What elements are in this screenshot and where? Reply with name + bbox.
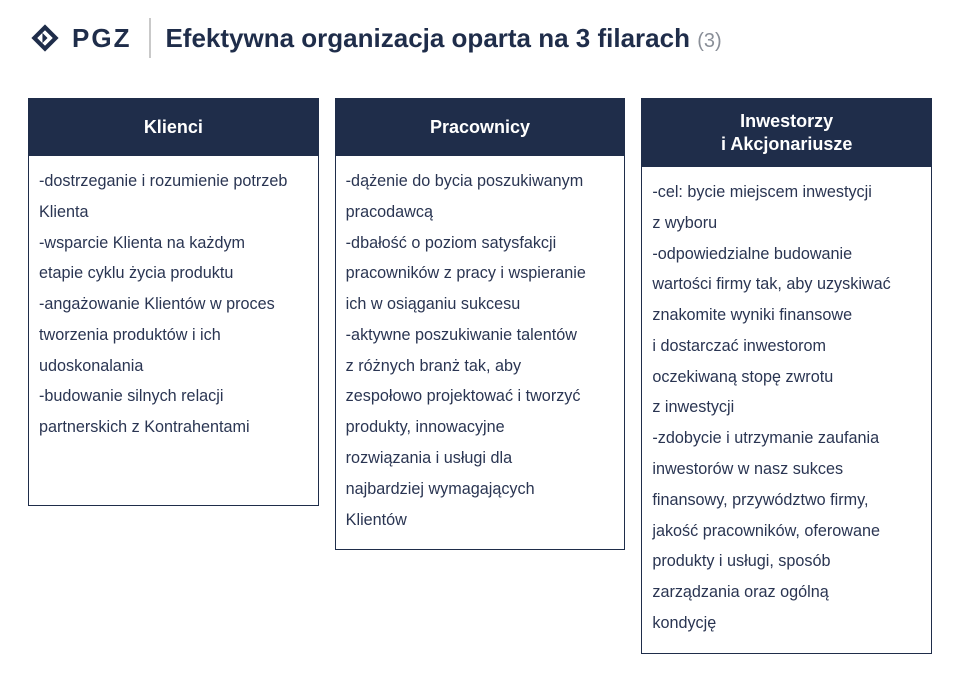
body-line: -wsparcie Klienta na każdym bbox=[39, 228, 308, 259]
body-line: kondycję bbox=[652, 608, 921, 639]
body-line: -dążenie do bycia poszukiwanym bbox=[346, 166, 615, 197]
body-line: produkty, innowacyjne bbox=[346, 412, 615, 443]
body-line: Klientów bbox=[346, 505, 615, 536]
body-line: pracowników z pracy i wspieranie bbox=[346, 258, 615, 289]
body-line: znakomite wyniki finansowe bbox=[652, 300, 921, 331]
column-body: -dostrzeganie i rozumienie potrzeb Klien… bbox=[28, 156, 319, 506]
column-heading-text: Klienci bbox=[144, 116, 203, 139]
body-line: -budowanie silnych relacji bbox=[39, 381, 308, 412]
column-heading: Inwestorzy i Akcjonariusze bbox=[641, 98, 932, 167]
page-title: Efektywna organizacja oparta na 3 filara… bbox=[165, 23, 721, 54]
brand-logo: PGZ bbox=[28, 21, 143, 55]
brand-mark-icon bbox=[28, 21, 62, 55]
body-line: rozwiązania i usługi dla bbox=[346, 443, 615, 474]
body-line: -odpowiedzialne budowanie bbox=[652, 239, 921, 270]
body-line: inwestorów w nasz sukces bbox=[652, 454, 921, 485]
body-line: zespołowo projektować i tworzyć bbox=[346, 381, 615, 412]
page-title-suffix: (3) bbox=[697, 30, 721, 52]
body-line: partnerskich z Kontrahentami bbox=[39, 412, 308, 443]
body-line: finansowy, przywództwo firmy, bbox=[652, 485, 921, 516]
body-line: pracodawcą bbox=[346, 197, 615, 228]
column-klienci: Klienci -dostrzeganie i rozumienie potrz… bbox=[28, 98, 319, 654]
body-line: oczekiwaną stopę zwrotu bbox=[652, 362, 921, 393]
body-line: ich w osiąganiu sukcesu bbox=[346, 289, 615, 320]
body-line: -zdobycie i utrzymanie zaufania bbox=[652, 423, 921, 454]
body-line: etapie cyklu życia produktu bbox=[39, 258, 308, 289]
body-line: i dostarczać inwestorom bbox=[652, 331, 921, 362]
body-line: -aktywne poszukiwanie talentów bbox=[346, 320, 615, 351]
body-line: jakość pracowników, oferowane bbox=[652, 516, 921, 547]
column-heading: Klienci bbox=[28, 98, 319, 156]
column-heading-text: Pracownicy bbox=[430, 116, 530, 139]
column-body: -dążenie do bycia poszukiwanym pracodawc… bbox=[335, 156, 626, 550]
column-inwestorzy: Inwestorzy i Akcjonariusze -cel: bycie m… bbox=[641, 98, 932, 654]
body-line: produkty i usługi, sposób bbox=[652, 546, 921, 577]
header: PGZ Efektywna organizacja oparta na 3 fi… bbox=[28, 18, 932, 58]
columns: Klienci -dostrzeganie i rozumienie potrz… bbox=[28, 98, 932, 654]
body-line: zarządzania oraz ogólną bbox=[652, 577, 921, 608]
page: PGZ Efektywna organizacja oparta na 3 fi… bbox=[0, 0, 960, 691]
body-line: -dbałość o poziom satysfakcji bbox=[346, 228, 615, 259]
body-line: z wyboru bbox=[652, 208, 921, 239]
body-line: Klienta bbox=[39, 197, 308, 228]
column-heading: Pracownicy bbox=[335, 98, 626, 156]
body-line: z różnych branż tak, aby bbox=[346, 351, 615, 382]
body-line: tworzenia produktów i ich bbox=[39, 320, 308, 351]
body-line: udoskonalania bbox=[39, 351, 308, 382]
body-line: -angażowanie Klientów w proces bbox=[39, 289, 308, 320]
page-title-main: Efektywna organizacja oparta na 3 filara… bbox=[165, 23, 690, 53]
body-line: -cel: bycie miejscem inwestycji bbox=[652, 177, 921, 208]
body-line: z inwestycji bbox=[652, 392, 921, 423]
column-heading-text: Inwestorzy i Akcjonariusze bbox=[721, 110, 852, 155]
body-line: wartości firmy tak, aby uzyskiwać bbox=[652, 269, 921, 300]
column-pracownicy: Pracownicy -dążenie do bycia poszukiwany… bbox=[335, 98, 626, 654]
header-divider bbox=[149, 18, 151, 58]
body-line: najbardziej wymagających bbox=[346, 474, 615, 505]
body-line: -dostrzeganie i rozumienie potrzeb bbox=[39, 166, 308, 197]
column-body: -cel: bycie miejscem inwestycji z wyboru… bbox=[641, 167, 932, 654]
brand-name: PGZ bbox=[72, 23, 131, 54]
